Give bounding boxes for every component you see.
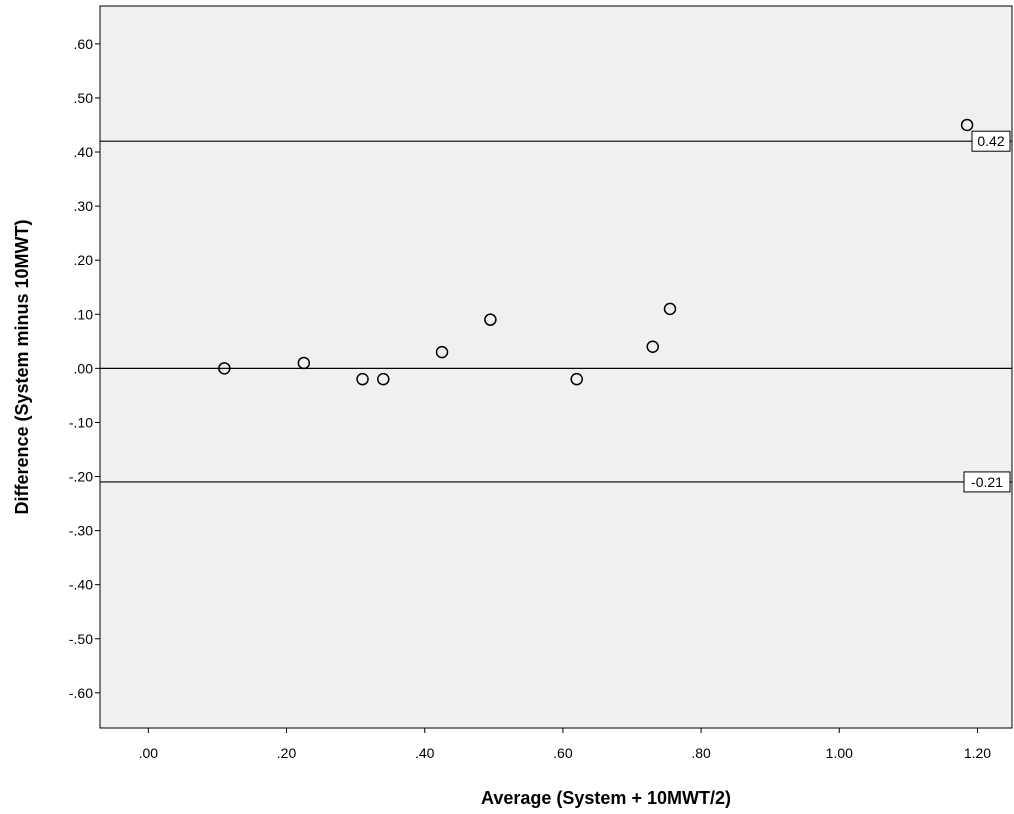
reference-line-label-box <box>963 471 1011 493</box>
data-point <box>435 345 449 359</box>
data-point <box>484 313 497 326</box>
x-tick-label: .80 <box>691 745 711 761</box>
data-point <box>297 356 311 370</box>
y-tick-label: .20 <box>74 252 94 268</box>
y-tick-label: -.40 <box>69 577 93 593</box>
x-tick-label: .20 <box>277 745 297 761</box>
x-tick-label: .60 <box>553 745 573 761</box>
y-tick-label: .50 <box>74 90 94 106</box>
reference-lines: 0.42 -0.21 <box>100 130 1012 493</box>
x-tick-label: 1.00 <box>826 745 853 761</box>
reference-line-label: -0.21 <box>971 474 1003 490</box>
data-point <box>663 302 677 316</box>
y-tick-label: -.60 <box>69 685 93 701</box>
y-tick-label: .40 <box>74 144 94 160</box>
x-tick-label: .40 <box>415 745 435 761</box>
data-point <box>960 118 974 132</box>
data-point <box>570 372 583 386</box>
data-point <box>356 372 369 386</box>
y-tick-label: .10 <box>74 306 94 322</box>
y-tick-label: .00 <box>74 360 94 376</box>
x-axis-title: Average (System + 10MWT/2) <box>481 788 731 808</box>
x-tick-label: 1.20 <box>964 745 991 761</box>
y-axis: .60 .50 .40 .30 .20 .10 .00 -.10 -.20 -.30 -.40 -.5… <box>69 36 100 701</box>
y-tick-label: -.30 <box>69 523 93 539</box>
y-tick-label: .60 <box>74 36 94 52</box>
y-tick-label: -.20 <box>69 469 93 485</box>
plot-area <box>99 5 1013 729</box>
data-point <box>377 372 390 386</box>
data-points <box>218 118 974 386</box>
y-tick-label: -.10 <box>69 414 93 430</box>
y-axis-title: Difference (System minus 10MWT) <box>12 219 32 514</box>
reference-line-label: 0.42 <box>977 133 1004 149</box>
reference-line-label-box <box>971 130 1011 152</box>
y-tick-label: .30 <box>74 198 94 214</box>
data-point <box>646 340 659 353</box>
x-tick-label: .00 <box>139 745 159 761</box>
y-tick-label: -.50 <box>69 631 93 647</box>
x-axis: .00 .20 .40 .60 .80 1.00 1.20 <box>139 728 991 761</box>
data-point <box>218 362 231 375</box>
